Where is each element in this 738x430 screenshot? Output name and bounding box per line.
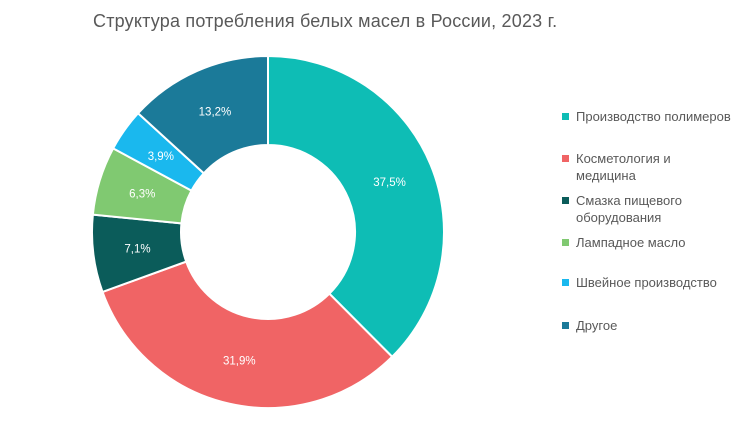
legend-swatch <box>562 113 569 120</box>
legend-label: Косметология и медицина <box>576 151 671 183</box>
legend-swatch <box>562 239 569 246</box>
slice-6 <box>136 54 269 175</box>
legend-item-5: Швейное производство <box>562 274 732 291</box>
data-labels-group: 37,5% 31,9% 7,1% 6,3% 3,9% 13,2% <box>124 107 405 368</box>
legend-item-4: Лампадное масло <box>562 234 732 251</box>
slices-group <box>91 54 445 409</box>
legend-swatch <box>562 322 569 329</box>
legend-swatch <box>562 155 569 162</box>
data-label-6: 13,2% <box>199 107 232 119</box>
data-label-1: 37,5% <box>373 177 406 189</box>
legend-label: Другое <box>576 318 618 333</box>
data-label-4: 6,3% <box>129 188 155 200</box>
legend-item-3: Смазка пищевого оборудования <box>562 192 732 226</box>
legend-item-1: Производство полимеров <box>562 108 732 125</box>
legend-label: Швейное производство <box>576 275 717 290</box>
legend-item-6: Другое <box>562 317 732 334</box>
data-label-2: 31,9% <box>223 355 256 367</box>
legend-label: Производство полимеров <box>576 109 731 124</box>
legend-swatch <box>562 279 569 286</box>
data-label-5: 3,9% <box>148 151 174 163</box>
legend-label: Смазка пищевого оборудования <box>576 193 682 225</box>
data-label-3: 7,1% <box>124 243 150 255</box>
legend-label: Лампадное масло <box>576 235 686 250</box>
legend: Производство полимеров Косметология и мед… <box>562 0 732 430</box>
legend-swatch <box>562 197 569 204</box>
chart-title: Структура потребления белых масел в Росс… <box>93 11 558 31</box>
legend-item-2: Косметология и медицина <box>562 150 732 184</box>
slice-2 <box>101 260 394 409</box>
slice-1 <box>267 54 445 359</box>
